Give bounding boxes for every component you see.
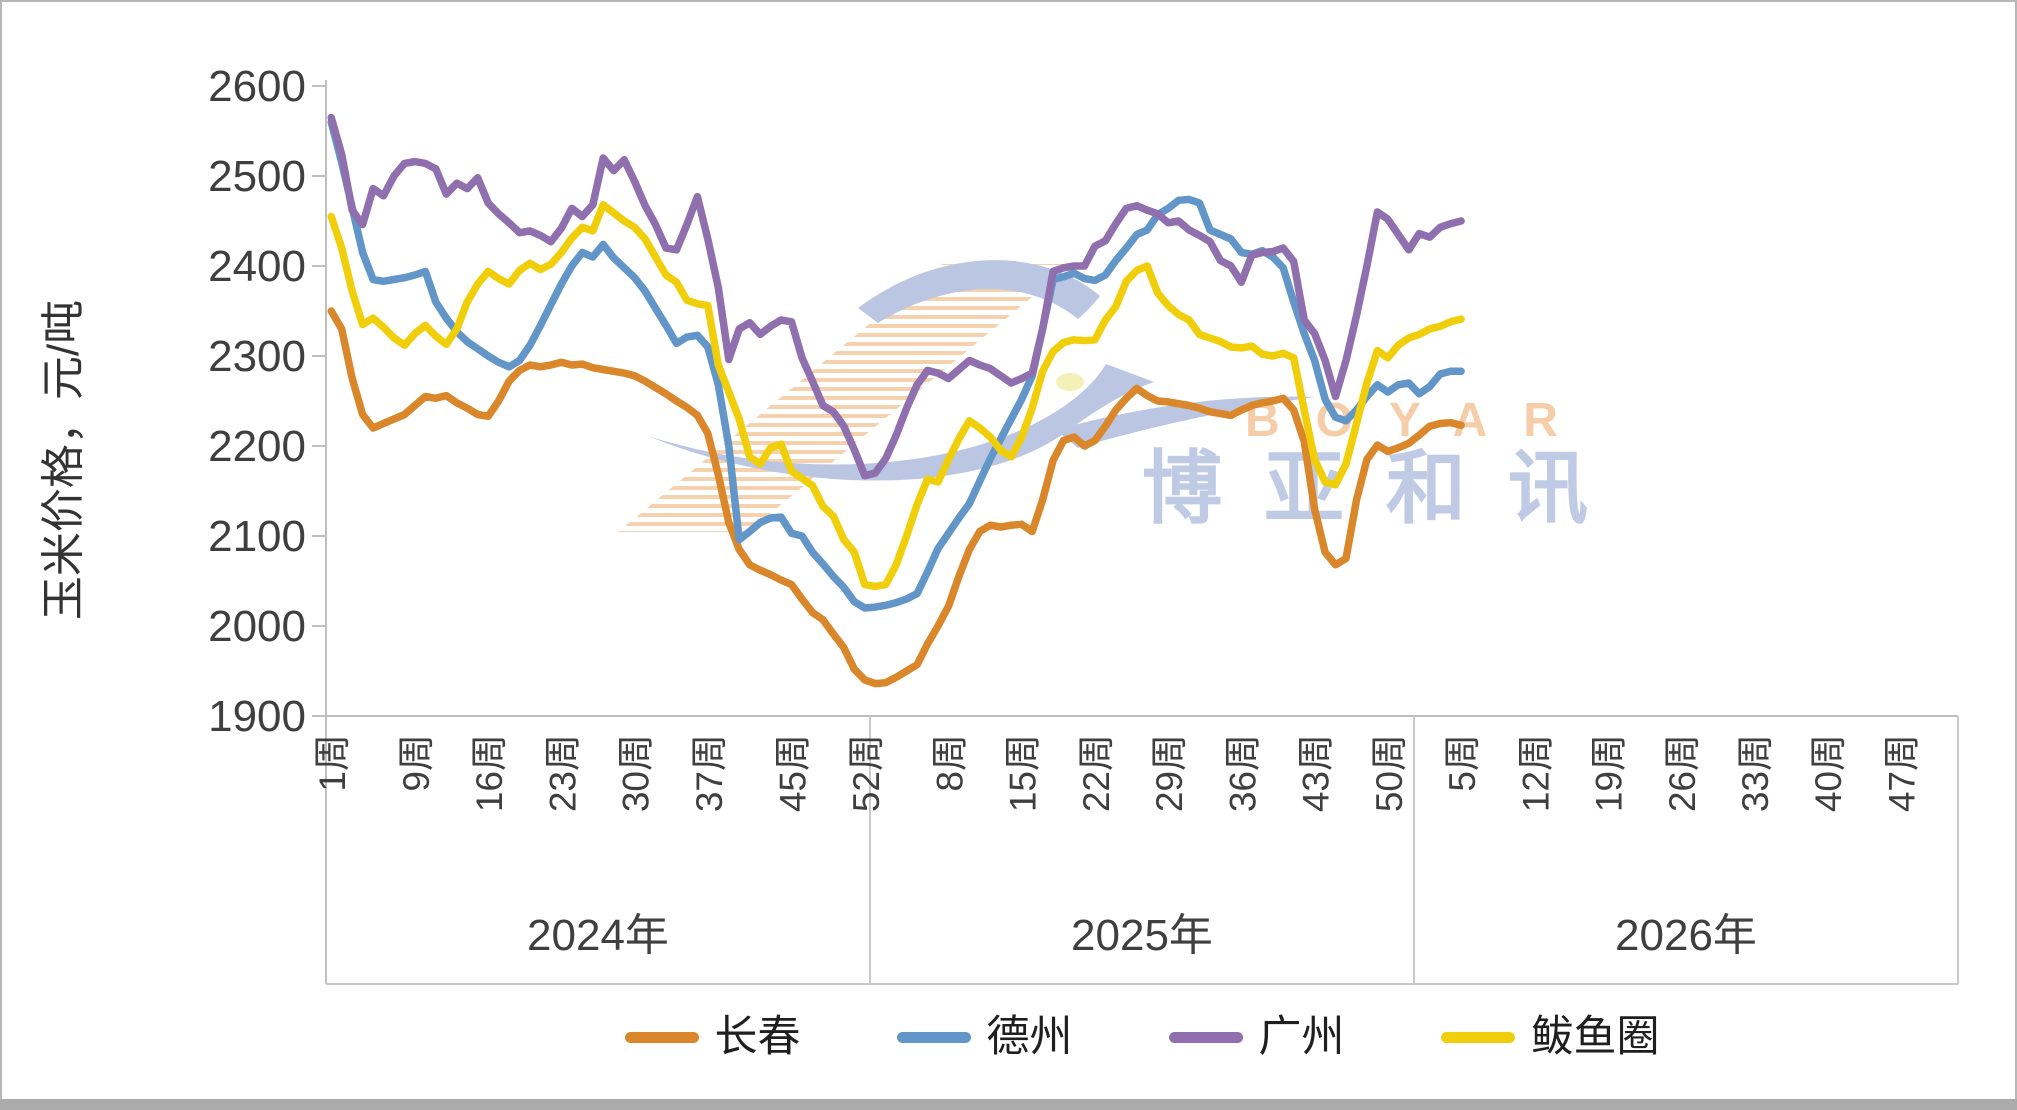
x-tick-label: 29周 — [1149, 734, 1190, 812]
y-axis-title: 玉米价格，元/吨 — [39, 300, 88, 620]
series-line-鲅鱼圈 — [327, 201, 1465, 591]
dezhou-line-swatch-icon — [896, 1031, 971, 1043]
changchun-line-swatch-icon — [624, 1031, 699, 1043]
y-tick-label: 2400 — [208, 242, 306, 291]
year-label: 2024年 — [527, 911, 669, 960]
y-tick-label: 2300 — [208, 332, 306, 381]
x-tick-label: 47周 — [1881, 734, 1922, 812]
x-tick-label: 19周 — [1589, 734, 1630, 812]
x-tick-label: 52周 — [846, 734, 887, 812]
legend-label: 长春 — [714, 1012, 801, 1061]
y-tick-label: 2600 — [208, 62, 306, 111]
legend-item-bayuquan: 鲅鱼圈 — [1440, 1012, 1660, 1061]
y-tick-label: 2100 — [208, 512, 306, 561]
x-tick-label: 16周 — [469, 734, 510, 812]
x-tick-label: 12周 — [1515, 734, 1556, 812]
y-tick-label: 2500 — [208, 152, 306, 201]
watermark-brand-cn: 博亚和讯 — [1142, 444, 1630, 533]
x-tick-label: 50周 — [1369, 734, 1410, 812]
guangzhou-line-swatch-icon — [1168, 1031, 1243, 1043]
x-tick-label: 5周 — [1442, 734, 1483, 792]
year-label: 2025年 — [1071, 911, 1213, 960]
legend-label: 德州 — [986, 1012, 1073, 1061]
x-tick-label: 26周 — [1662, 734, 1703, 812]
y-tick-label: 2200 — [208, 422, 306, 471]
x-tick-label: 45周 — [773, 734, 814, 812]
watermark-hatch-band — [618, 264, 1072, 532]
series-line-德州 — [327, 118, 1465, 612]
bird-eye — [1056, 373, 1084, 391]
legend-label: 广州 — [1258, 1012, 1345, 1061]
x-tick-label: 22周 — [1076, 734, 1117, 812]
x-tick-label: 9周 — [396, 734, 437, 792]
legend-item-changchun: 长春 — [624, 1012, 801, 1061]
x-tick-label: 40周 — [1808, 734, 1849, 812]
x-tick-label: 33周 — [1735, 734, 1776, 812]
chart-legend: 长春 德州 广州 鲅鱼圈 — [326, 1002, 1958, 1072]
x-tick-label: 37周 — [689, 734, 730, 812]
series-line-广州 — [327, 113, 1465, 480]
y-tick-label: 1900 — [208, 692, 306, 741]
legend-item-guangzhou: 广州 — [1168, 1012, 1345, 1061]
year-label: 2026年 — [1615, 911, 1757, 960]
x-tick-label: 30周 — [616, 734, 657, 812]
x-tick-label: 15周 — [1003, 734, 1044, 812]
x-tick-label: 36周 — [1222, 734, 1263, 812]
y-tick-label: 2000 — [208, 602, 306, 651]
x-tick-label: 23周 — [542, 734, 583, 812]
x-tick-label: 43周 — [1296, 734, 1337, 812]
x-tick-label: 1周 — [312, 734, 353, 792]
data-series — [327, 113, 1465, 688]
bayuquan-line-swatch-icon — [1440, 1031, 1515, 1043]
legend-item-dezhou: 德州 — [896, 1012, 1073, 1061]
axes — [312, 80, 1959, 985]
x-tick-label: 8周 — [929, 734, 970, 792]
axis-labels: 1900 2000 2100 2200 2300 2400 2500 2600 1周 9周 16周 2… — [208, 62, 1922, 960]
bottom-border-strip — [0, 1099, 2017, 1110]
legend-label: 鲅鱼圈 — [1530, 1012, 1660, 1061]
bird-logo-icon — [648, 260, 1315, 481]
series-line-长春 — [327, 307, 1465, 688]
